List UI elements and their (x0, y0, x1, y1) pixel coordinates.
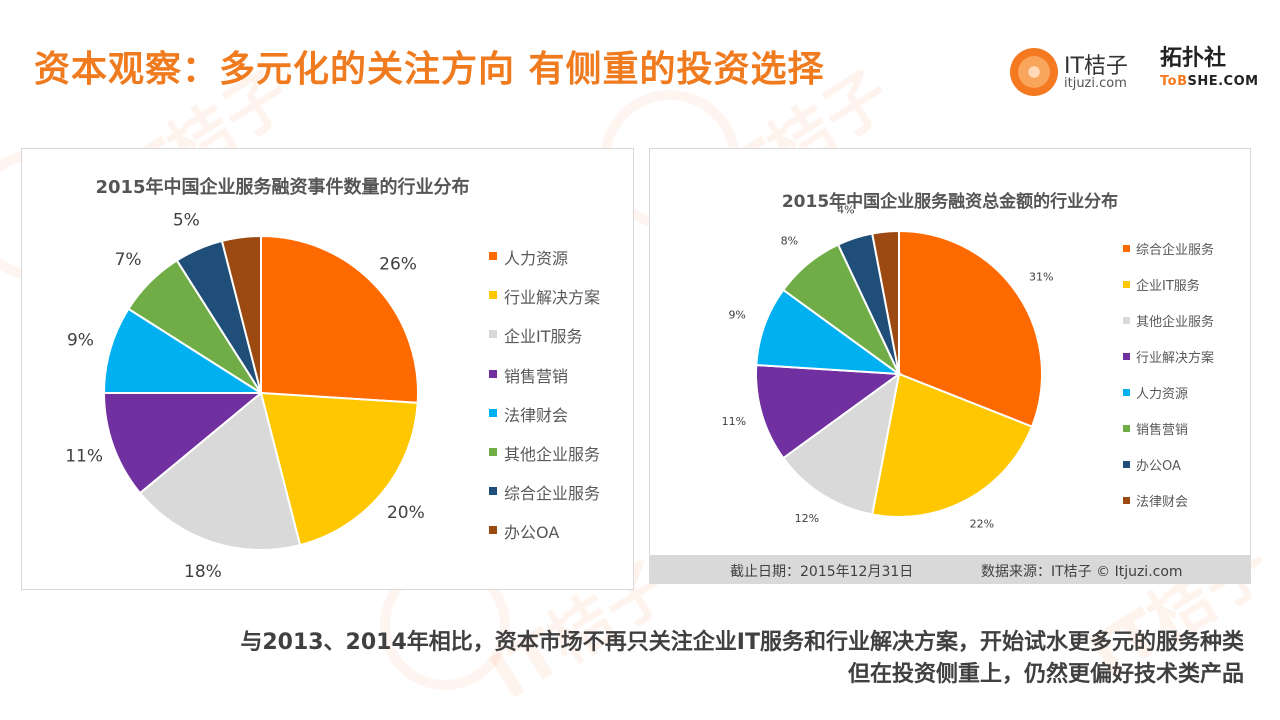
chart-title: 2015年中国企业服务融资总金额的行业分布 (781, 192, 1119, 212)
pie-slice-3 (781, 371, 901, 516)
pie-data-label: 31% (1029, 270, 1053, 283)
pie-slice-8 (220, 234, 262, 394)
pie-slice-5 (102, 307, 265, 394)
pie-slice-4 (755, 363, 902, 460)
legend-swatch (489, 252, 497, 260)
legend-label: 法律财会 (1136, 495, 1189, 510)
pie-slice-5 (755, 288, 903, 376)
pie-slice-2 (871, 372, 1034, 518)
pie-data-label: 4% (837, 203, 854, 216)
legend-item: 人力资源 (1123, 383, 1188, 402)
legend-item: 办公OA (489, 519, 559, 543)
legend-swatch (1123, 461, 1130, 468)
legend-label: 行业解决方案 (1136, 351, 1215, 366)
tobshe-logo-name: 拓扑社 (1160, 46, 1227, 71)
itjuzi-logo-url: itjuzi.com (1064, 76, 1127, 91)
legend-item: 办公OA (1123, 455, 1181, 474)
legend-item: 行业解决方案 (1123, 347, 1214, 366)
pie-data-label: 26% (379, 254, 417, 274)
legend-item: 法律财会 (1123, 491, 1188, 510)
legend-item: 人力资源 (489, 245, 568, 269)
legend-label: 其他企业服务 (1136, 315, 1215, 330)
tobshe-logo-en-a: ToB (1160, 74, 1188, 89)
data-source: 数据来源：IT桔子 © Itjuzi.com (981, 564, 1183, 580)
summary-line-1: 与2013、2014年相比，资本市场不再只关注企业IT服务和行业解决方案，开始试… (240, 630, 1244, 655)
pie-chart-amount: 31% 22% 12% 11% 9% 8% 4% (722, 203, 1054, 531)
legend-item: 企业IT服务 (1123, 275, 1200, 294)
legend-label: 人力资源 (1136, 387, 1189, 402)
chart-panel-deal-count: 2015年中国企业服务融资事件数量的行业分布 26% 20% 18% 11% 9% 7% 5… (21, 148, 634, 590)
pie-slice-8 (871, 229, 900, 375)
legend-swatch (489, 448, 497, 456)
legend-item: 其他企业服务 (489, 441, 600, 465)
legend-item: 法律财会 (489, 402, 568, 426)
legend-label: 办公OA (504, 523, 560, 543)
legend-swatch (1123, 389, 1130, 396)
tobshe-logo-en: ToBSHE.COM (1160, 72, 1260, 92)
legend-swatch (489, 291, 497, 300)
legend-label: 销售营销 (504, 366, 569, 386)
pie-data-label: 7% (115, 250, 142, 270)
legend-swatch (1123, 425, 1130, 432)
legend-item: 综合企业服务 (489, 480, 600, 504)
legend-label: 企业IT服务 (504, 327, 583, 347)
pie-data-label: 5% (173, 210, 200, 230)
pie-data-label: 8% (781, 234, 798, 247)
pie-slice-4 (102, 392, 264, 495)
legend-swatch (489, 526, 497, 535)
legend-label: 企业IT服务 (1136, 279, 1200, 294)
legend-label: 其他企业服务 (504, 445, 601, 464)
chart-title: 2015年中国企业服务融资事件数量的行业分布 (95, 177, 470, 198)
legend-item: 销售营销 (1123, 419, 1188, 438)
chart-footer: 截止日期：2015年12月31日 数据来源：IT桔子 © Itjuzi.com (650, 555, 1250, 583)
pie-data-label: 22% (970, 518, 994, 531)
legend-label: 综合企业服务 (504, 484, 601, 504)
legend-swatch (1123, 281, 1130, 288)
pie-data-label: 9% (728, 309, 745, 322)
legend-swatch (489, 369, 497, 378)
pie-data-label: 20% (387, 503, 425, 523)
cutoff-date: 截止日期：2015年12月31日 (730, 564, 914, 580)
legend-item: 其他企业服务 (1123, 311, 1214, 330)
legend-label: 综合企业服务 (1136, 243, 1215, 258)
legend-swatch (489, 408, 497, 417)
legend-item: 行业解决方案 (489, 284, 600, 308)
tobshe-logo: 拓扑社 ToBSHE.COM (1160, 46, 1260, 98)
legend-item: 企业IT服务 (489, 323, 583, 347)
orange-logo-icon (1010, 48, 1058, 96)
chart-panel-amount: 2015年中国企业服务融资总金额的行业分布 31% 22% 12% 11% 9% 8% 4%… (649, 148, 1251, 584)
legend-swatch (1123, 317, 1130, 324)
pie-data-label: 18% (184, 562, 222, 582)
legend-swatch (489, 330, 497, 339)
legend-swatch (1123, 497, 1130, 504)
legend-label: 行业解决方案 (504, 288, 601, 308)
legend-label: 办公OA (1136, 459, 1181, 474)
pie-data-label: 11% (65, 447, 103, 467)
pie-slice-1 (260, 234, 419, 404)
pie-slice-1 (898, 229, 1043, 428)
summary-line-2: 但在投资侧重上，仍然更偏好技术类产品 (847, 662, 1244, 687)
legend-label: 人力资源 (504, 249, 569, 268)
page-title: 资本观察：多元化的关注方向 有侧重的投资选择 (34, 49, 825, 90)
pie-slice-2 (259, 391, 419, 547)
pie-data-label: 11% (722, 415, 746, 428)
legend-swatch (1123, 245, 1130, 252)
pie-data-label: 12% (795, 512, 819, 525)
legend-label: 销售营销 (1136, 423, 1189, 438)
pie-slice-3 (138, 391, 302, 551)
itjuzi-logo-name: IT桔子 (1064, 54, 1128, 79)
legend-item: 销售营销 (489, 363, 568, 387)
legend-swatch (1123, 353, 1130, 360)
legend-label: 法律财会 (504, 405, 569, 425)
tobshe-logo-en-b: SHE.COM (1187, 74, 1259, 89)
pie-data-label: 9% (67, 331, 94, 351)
legend-swatch (489, 487, 497, 496)
pie-chart-deal-count: 26% 20% 18% 11% 9% 7% 5% (65, 210, 425, 582)
itjuzi-logo: IT桔子 itjuzi.com (1010, 46, 1150, 98)
legend-item: 综合企业服务 (1123, 239, 1214, 258)
